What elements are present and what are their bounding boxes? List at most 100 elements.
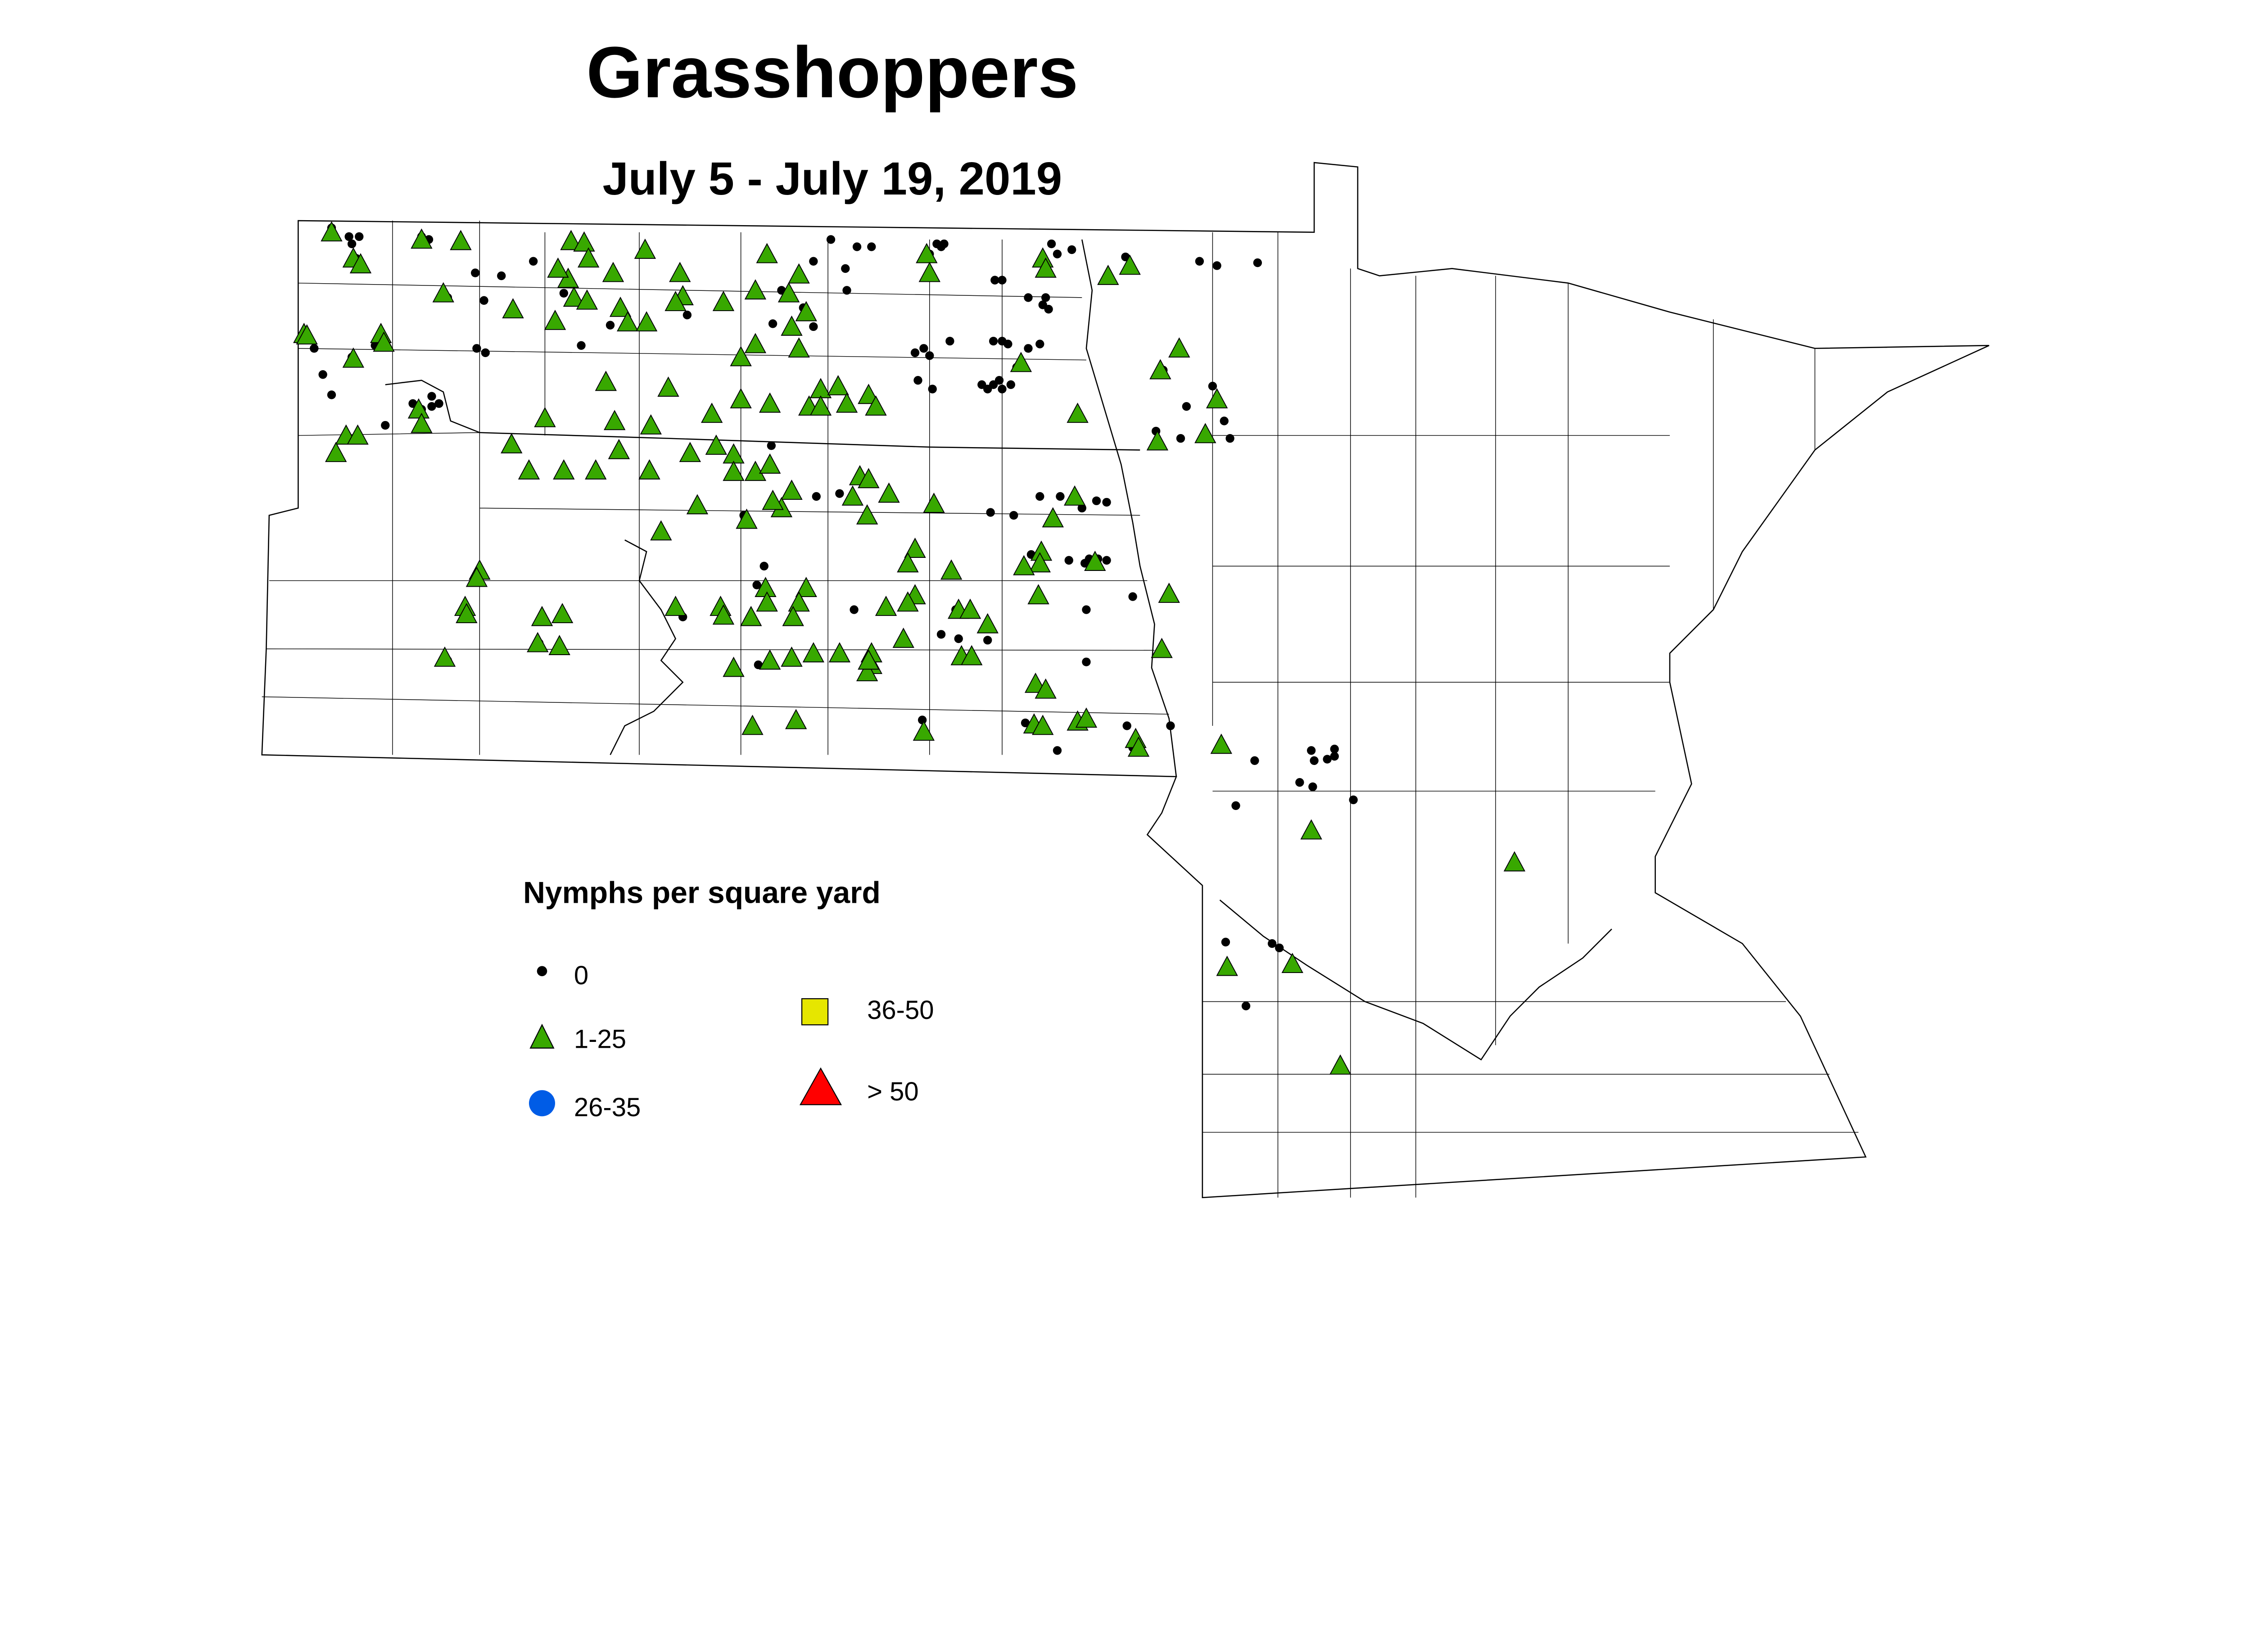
site-marker-1-25: [1097, 264, 1119, 285]
site-marker-0: [1053, 746, 1062, 755]
site-marker-1-25: [701, 403, 723, 423]
site-marker-0: [809, 322, 818, 331]
site-marker-0: [1044, 305, 1053, 314]
site-marker-1-25: [723, 656, 745, 677]
site-marker-1-25: [296, 324, 318, 345]
site-marker-1-25: [1032, 715, 1054, 735]
site-marker-1-25: [781, 480, 803, 500]
legend: Nymphs per square yard 0 1-25 26-35 36-5…: [523, 876, 934, 1122]
site-marker-1-25: [1035, 257, 1057, 278]
site-marker-0: [1349, 795, 1358, 805]
nd-sd-border: [479, 432, 1140, 451]
site-marker-1-25: [544, 309, 566, 330]
site-marker-1-25: [740, 606, 762, 626]
site-marker-0: [381, 421, 390, 430]
site-marker-0: [983, 636, 992, 645]
site-marker-1-25: [756, 591, 778, 612]
site-marker-1-25: [608, 439, 630, 459]
site-marker-0: [427, 402, 436, 411]
site-marker-1-25: [373, 331, 395, 352]
site-marker-1-25: [1075, 707, 1098, 728]
site-marker-0: [1047, 239, 1056, 249]
site-marker-1-25: [916, 243, 938, 263]
site-marker-0: [767, 441, 776, 450]
site-marker-0: [759, 561, 768, 571]
site-marker-1-25: [961, 645, 983, 665]
legend-label-36-50: 36-50: [867, 996, 934, 1025]
site-marker-1-25: [551, 603, 574, 624]
site-marker-1-25: [785, 709, 807, 729]
site-marker-1-25: [878, 482, 900, 503]
site-marker-1-25: [456, 603, 478, 624]
site-marker-1-25: [432, 282, 454, 303]
site-marker-1-25: [1027, 584, 1049, 605]
site-marker-1-25: [502, 298, 524, 319]
site-marker-0: [1182, 402, 1191, 411]
site-marker-1-25: [573, 231, 595, 252]
site-marker-0: [986, 508, 995, 517]
site-marker-0: [998, 385, 1007, 394]
site-marker-1-25: [560, 230, 582, 250]
site-marker-0: [1220, 416, 1229, 425]
site-marker-1-25: [679, 442, 701, 462]
site-marker-0: [1212, 261, 1221, 270]
site-marker-0: [344, 232, 353, 241]
site-marker-1-25: [576, 289, 598, 310]
site-marker-0: [928, 385, 937, 394]
site-marker-1-25: [827, 375, 849, 395]
legend-label-1-25: 1-25: [574, 1025, 626, 1054]
site-marker-0: [1122, 721, 1131, 730]
legend-title: Nymphs per square yard: [523, 876, 881, 910]
site-marker-0: [471, 268, 480, 277]
site-marker-0: [1006, 380, 1015, 389]
site-marker-1-25: [788, 337, 810, 358]
site-marker-0: [1080, 559, 1089, 568]
legend-symbol-1-25: [529, 1023, 555, 1049]
site-marker-1-25: [557, 267, 579, 288]
site-marker-1-25: [585, 459, 607, 480]
site-marker-0: [1053, 249, 1062, 258]
site-marker-0: [1077, 503, 1086, 513]
site-marker-0: [1166, 721, 1175, 730]
site-marker-0: [918, 715, 927, 724]
site-marker-0: [1024, 344, 1033, 353]
site-marker-1-25: [349, 253, 372, 274]
site-marker-0: [1176, 434, 1185, 443]
site-marker-1-25: [730, 346, 752, 367]
grasshopper-survey-map: Grasshoppers July 5 - July 19, 2019 Nymp…: [261, 32, 1989, 1199]
site-marker-0: [809, 257, 818, 266]
site-marker-0: [910, 348, 920, 358]
site-marker-0: [989, 336, 998, 346]
site-marker-0: [1330, 744, 1339, 754]
county-lines: [262, 221, 1859, 1198]
site-marker-0: [434, 399, 443, 408]
site-marker-0: [318, 370, 327, 379]
site-marker-1-25: [1119, 254, 1141, 275]
site-marker-0: [1330, 752, 1339, 761]
site-marker-0: [427, 392, 436, 401]
site-marker-1-25: [321, 221, 343, 242]
site-marker-0: [1064, 556, 1073, 565]
site-marker-0: [841, 264, 850, 273]
site-marker-0: [812, 492, 821, 501]
site-marker-1-25: [638, 459, 660, 480]
site-marker-0: [1221, 937, 1230, 947]
site-marker-1-25: [548, 635, 570, 655]
site-marker-1-25: [534, 407, 556, 427]
minnesota-river: [1219, 899, 1612, 1061]
site-marker-1-25: [802, 642, 825, 663]
site-marker-1-25: [712, 604, 735, 625]
site-marker-1-25: [411, 412, 433, 433]
site-marker-0: [850, 605, 859, 614]
site-marker-0: [1231, 801, 1240, 810]
site-marker-0: [998, 276, 1007, 285]
site-marker-1-25: [603, 410, 626, 430]
site-marker-1-25: [913, 720, 935, 741]
site-marker-0: [577, 341, 586, 350]
legend-symbol-over-50: [799, 1067, 842, 1105]
site-marker-0: [867, 242, 876, 251]
site-marker-0: [752, 580, 761, 589]
site-marker-0: [913, 376, 922, 385]
legend-label-0: 0: [574, 961, 588, 990]
site-marker-0: [529, 257, 538, 266]
